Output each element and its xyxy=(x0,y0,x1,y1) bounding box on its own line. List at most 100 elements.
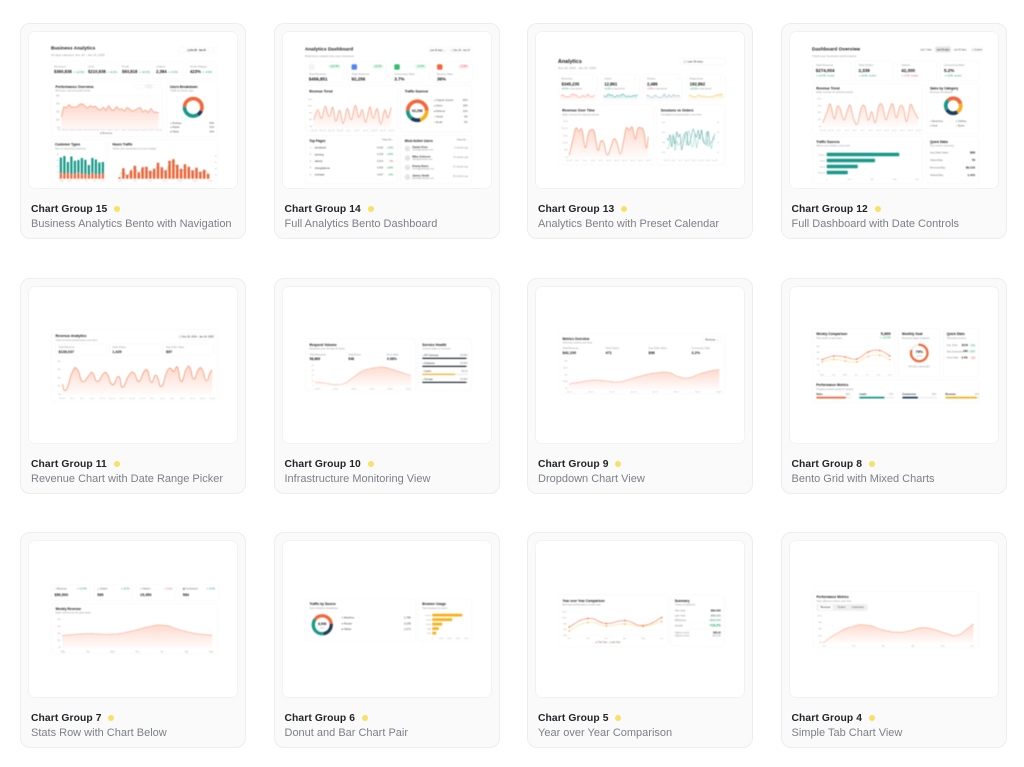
svg-text:4:00: 4:00 xyxy=(133,181,136,183)
svg-text:$3k: $3k xyxy=(818,119,821,121)
svg-text:40: 40 xyxy=(57,154,60,156)
svg-text:Jan 24: Jan 24 xyxy=(388,130,395,132)
svg-text:Feb: Feb xyxy=(852,646,856,648)
svg-text:Jan 13: Jan 13 xyxy=(614,160,619,162)
svg-text:Jan 19: Jan 19 xyxy=(630,160,635,162)
svg-text:Jan 5: Jan 5 xyxy=(852,130,856,132)
svg-text:$8k: $8k xyxy=(564,623,567,625)
svg-text:Chrome: Chrome xyxy=(425,614,431,617)
svg-text:Tue: Tue xyxy=(831,374,835,376)
svg-text:12:00: 12:00 xyxy=(369,388,375,390)
svg-text:Sat: Sat xyxy=(185,650,189,653)
svg-text:Jan 13: Jan 13 xyxy=(371,130,378,132)
svg-text:Jan 15: Jan 15 xyxy=(692,160,697,162)
svg-text:$4k: $4k xyxy=(309,119,312,121)
svg-text:Dec 14: Dec 14 xyxy=(109,397,115,399)
svg-text:8,906: 8,906 xyxy=(318,622,326,626)
svg-text:Jan 15: Jan 15 xyxy=(891,130,896,132)
svg-text:Dec 29: Dec 29 xyxy=(566,160,572,162)
svg-text:Jan 9: Jan 9 xyxy=(610,391,616,393)
svg-text:Jan 26: Jan 26 xyxy=(712,160,717,162)
svg-text:Referral: Referral xyxy=(818,173,826,175)
svg-text:$1k: $1k xyxy=(56,119,61,121)
svg-text:Dec 20: Dec 20 xyxy=(129,397,135,399)
svg-text:Jan 9: Jan 9 xyxy=(122,130,128,131)
svg-text:Jan 17: Jan 17 xyxy=(899,130,904,132)
svg-text:450: 450 xyxy=(893,179,897,181)
svg-text:Dec 11: Dec 11 xyxy=(100,397,105,399)
svg-text:Dec 20: Dec 20 xyxy=(72,130,79,131)
svg-text:16:00: 16:00 xyxy=(178,181,182,183)
svg-text:$9k: $9k xyxy=(818,105,821,107)
svg-text:$1.5k: $1.5k xyxy=(563,367,568,369)
svg-text:20: 20 xyxy=(215,175,217,177)
svg-text:Jan 24: Jan 24 xyxy=(915,130,920,132)
svg-text:May: May xyxy=(641,638,645,640)
svg-text:Firefox: Firefox xyxy=(425,623,430,626)
svg-text:$0: $0 xyxy=(310,126,313,128)
svg-text:Jan 3: Jan 3 xyxy=(844,130,848,132)
svg-text:$6k: $6k xyxy=(58,369,61,371)
svg-text:Jan 1: Jan 1 xyxy=(150,397,154,399)
svg-text:Jan 3: Jan 3 xyxy=(108,130,114,131)
svg-text:23:00: 23:00 xyxy=(208,181,212,183)
svg-text:Thu: Thu xyxy=(854,374,857,376)
svg-text:Feb 1: Feb 1 xyxy=(674,391,680,393)
svg-text:Dec 5: Dec 5 xyxy=(80,397,85,399)
svg-text:1k: 1k xyxy=(311,380,313,382)
svg-text:$500: $500 xyxy=(563,381,568,383)
svg-text:Jan 19: Jan 19 xyxy=(698,160,703,162)
svg-text:$3k: $3k xyxy=(818,635,821,637)
svg-text:Jan 17: Jan 17 xyxy=(142,130,149,131)
svg-text:$12k: $12k xyxy=(307,106,311,108)
svg-text:Social: Social xyxy=(819,167,825,169)
svg-text:Jan 4: Jan 4 xyxy=(583,160,587,162)
svg-text:Thu: Thu xyxy=(135,651,140,653)
svg-text:Jan: Jan xyxy=(568,638,571,640)
svg-text:Jan 1: Jan 1 xyxy=(575,160,579,162)
svg-text:Edge: Edge xyxy=(427,629,431,631)
svg-text:$0: $0 xyxy=(566,388,569,390)
svg-text:200: 200 xyxy=(816,364,820,366)
svg-text:$6k: $6k xyxy=(818,629,821,631)
svg-text:60: 60 xyxy=(215,162,217,164)
svg-text:12/25: 12/25 xyxy=(67,181,71,183)
svg-text:Dec 28: Dec 28 xyxy=(336,130,343,132)
svg-text:Feb 5: Feb 5 xyxy=(695,391,701,393)
svg-text:$9k: $9k xyxy=(818,622,821,624)
svg-text:20: 20 xyxy=(57,166,60,168)
svg-text:$5k: $5k xyxy=(565,150,568,152)
svg-text:Dec 2: Dec 2 xyxy=(70,397,75,399)
svg-text:$2k: $2k xyxy=(56,111,61,113)
svg-text:$2k: $2k xyxy=(565,360,568,362)
svg-text:Mon: Mon xyxy=(61,651,66,653)
svg-text:Mar: Mar xyxy=(605,638,609,640)
svg-text:Jan 26: Jan 26 xyxy=(646,160,651,162)
svg-text:$2k: $2k xyxy=(58,385,61,387)
svg-text:$6k: $6k xyxy=(58,626,61,628)
svg-text:10: 10 xyxy=(717,152,720,154)
svg-text:Organic: Organic xyxy=(818,155,825,157)
svg-text:$10k: $10k xyxy=(562,618,566,620)
svg-text:04:00: 04:00 xyxy=(332,388,338,390)
svg-text:300: 300 xyxy=(870,179,874,181)
svg-text:3k: 3k xyxy=(311,369,313,371)
svg-text:$3k: $3k xyxy=(56,103,61,105)
svg-text:0: 0 xyxy=(431,638,432,640)
svg-text:Jan 15: Jan 15 xyxy=(190,397,195,399)
svg-text:20:00: 20:00 xyxy=(193,181,197,183)
svg-text:Feb: Feb xyxy=(586,638,590,640)
svg-text:Jan 10: Jan 10 xyxy=(606,160,611,162)
svg-text:2k: 2k xyxy=(311,375,313,377)
svg-text:$6k: $6k xyxy=(818,112,821,114)
svg-text:Jan 18: Jan 18 xyxy=(200,397,205,399)
svg-text:Jan 13: Jan 13 xyxy=(883,130,888,132)
svg-text:Jan 7: Jan 7 xyxy=(115,130,121,131)
svg-text:Wed: Wed xyxy=(110,651,115,653)
svg-text:Safari: Safari xyxy=(426,619,431,622)
svg-text:Wed: Wed xyxy=(842,374,846,376)
svg-text:79%: 79% xyxy=(915,350,923,354)
svg-text:12/18: 12/18 xyxy=(59,181,63,183)
svg-text:$1k: $1k xyxy=(565,374,568,376)
svg-text:Jan 17: Jan 17 xyxy=(652,391,659,393)
